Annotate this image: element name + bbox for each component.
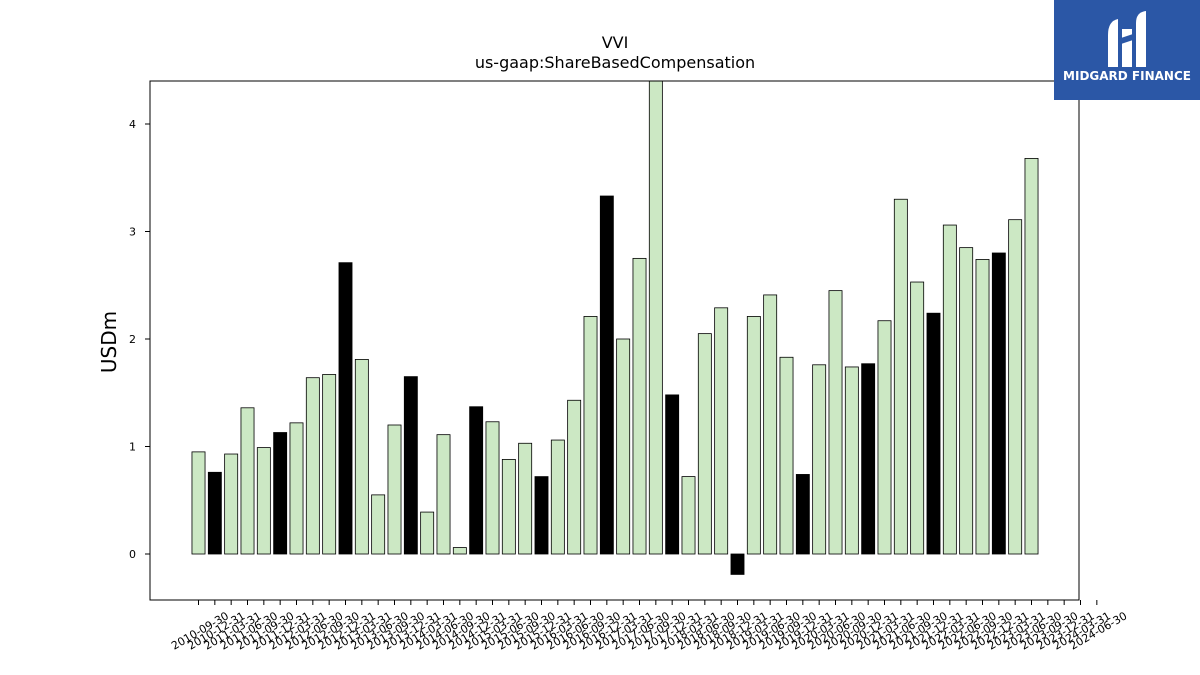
bar-2015-03-31 bbox=[485, 421, 500, 555]
bar-2011-09-30 bbox=[256, 447, 271, 555]
bar-2017-03-31 bbox=[616, 338, 631, 555]
bar-2013-09-30 bbox=[387, 424, 402, 555]
bar-2018-12-31 bbox=[730, 553, 745, 575]
bar-2022-06-30 bbox=[959, 247, 974, 555]
bar-2022-12-31 bbox=[991, 252, 1006, 555]
midgard-finance-logo: MIDGARD FINANCE bbox=[1054, 0, 1200, 100]
bar-2014-09-30 bbox=[452, 547, 467, 555]
y-tick-label: 1 bbox=[129, 441, 136, 454]
bar-2020-03-31 bbox=[812, 364, 827, 555]
bar-2011-12-31 bbox=[273, 432, 288, 555]
bar-2014-12-31 bbox=[469, 406, 484, 555]
bar-2010-09-30 bbox=[191, 451, 206, 555]
bar-2013-06-30 bbox=[371, 494, 386, 555]
y-axis-label: USDm bbox=[97, 311, 121, 373]
logo-text: MIDGARD FINANCE bbox=[1063, 69, 1191, 83]
bar-2019-06-30 bbox=[763, 294, 778, 555]
bar-2021-12-31 bbox=[926, 312, 941, 555]
bar-2015-12-31 bbox=[534, 476, 549, 555]
bar-2022-03-31 bbox=[942, 224, 957, 555]
bar-2022-09-30 bbox=[975, 259, 990, 555]
bar-2019-12-31 bbox=[795, 474, 810, 555]
bar-2023-06-30 bbox=[1024, 157, 1039, 555]
bar-2017-09-30 bbox=[648, 80, 663, 555]
bar-2017-06-30 bbox=[632, 257, 647, 555]
bar-2019-03-31 bbox=[746, 316, 761, 555]
bar-2021-09-30 bbox=[910, 281, 925, 555]
bar-2011-03-31 bbox=[224, 453, 239, 555]
bar-2019-09-30 bbox=[779, 356, 794, 555]
bar-2011-06-30 bbox=[240, 407, 255, 555]
bar-2023-03-31 bbox=[1008, 219, 1023, 555]
y-tick-label: 4 bbox=[129, 118, 136, 131]
bar-2018-09-30 bbox=[714, 307, 729, 555]
bar-2021-06-30 bbox=[893, 198, 908, 555]
bar-2015-06-30 bbox=[501, 458, 516, 555]
midgard-logo-icon bbox=[1108, 11, 1146, 67]
bar-2016-12-31 bbox=[599, 195, 614, 555]
bar-2014-03-31 bbox=[420, 511, 435, 555]
y-tick-label: 3 bbox=[129, 226, 136, 239]
bar-2012-06-30 bbox=[305, 377, 320, 555]
chart-subtitle: us-gaap:ShareBasedCompensation bbox=[475, 53, 755, 72]
bar-2016-03-31 bbox=[550, 439, 565, 555]
bar-2018-06-30 bbox=[697, 333, 712, 555]
bar-2012-12-31 bbox=[338, 262, 353, 555]
x-axis: 2010-09-302010-12-312011-03-312011-06-30… bbox=[169, 600, 1129, 653]
bar-2013-12-31 bbox=[403, 376, 418, 555]
bar-2012-03-31 bbox=[289, 422, 304, 555]
bar-2021-03-31 bbox=[877, 320, 892, 555]
plot-frame bbox=[149, 80, 1080, 601]
bars-group bbox=[191, 80, 1039, 575]
bar-2017-12-31 bbox=[665, 394, 680, 555]
bar-2020-06-30 bbox=[828, 290, 843, 555]
bar-2015-09-30 bbox=[518, 442, 533, 555]
bar-2010-12-31 bbox=[207, 471, 222, 555]
bar-2020-12-31 bbox=[861, 363, 876, 555]
bar-2020-09-30 bbox=[844, 366, 859, 555]
bar-2014-06-30 bbox=[436, 434, 451, 555]
bar-2016-06-30 bbox=[567, 399, 582, 555]
chart-title: VVI bbox=[602, 33, 629, 52]
y-axis: 0 1 2 3 4 bbox=[129, 118, 150, 561]
bar-2012-09-30 bbox=[322, 374, 337, 555]
bar-2016-09-30 bbox=[583, 316, 598, 555]
bar-2013-03-31 bbox=[354, 359, 369, 555]
y-tick-label: 0 bbox=[129, 548, 136, 561]
bar-2018-03-31 bbox=[681, 476, 696, 555]
y-tick-label: 2 bbox=[129, 333, 136, 346]
